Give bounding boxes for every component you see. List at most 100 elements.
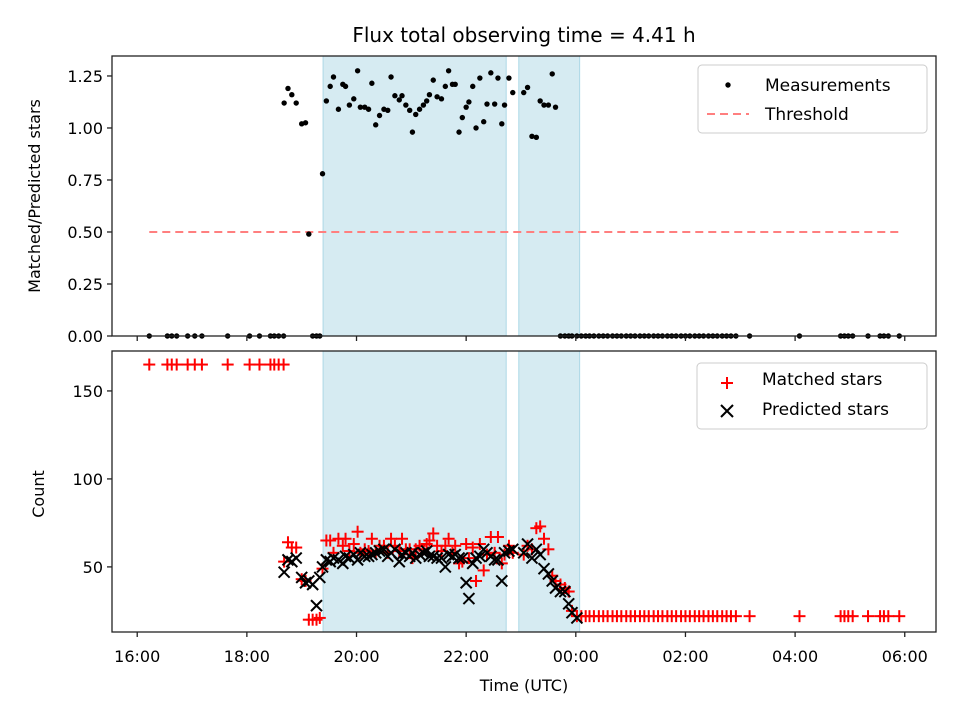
measurement-point (442, 83, 449, 90)
measurement-point (459, 114, 466, 121)
matched-star-point (277, 358, 290, 371)
predicted-star-point (502, 544, 516, 558)
measurement-point (545, 102, 552, 108)
measurement-point (354, 68, 361, 74)
predicted-star-point (320, 553, 333, 567)
measurement-point (484, 101, 490, 107)
measurement-point (357, 104, 364, 110)
y-tick-label: 100 (72, 470, 103, 489)
predicted-star-point (542, 567, 555, 581)
measurement-point (499, 121, 505, 127)
measurement-point (423, 98, 430, 104)
x-tick-label: 20:00 (333, 647, 379, 666)
measurement-point (403, 102, 409, 108)
legend-predicted-label: Predicted stars (762, 400, 889, 420)
predicted-star-point (456, 551, 469, 565)
matched-star-point (460, 538, 473, 551)
measurement-point (319, 171, 326, 177)
measurement-point (399, 93, 405, 99)
top-shaded-spans (322, 55, 581, 337)
matched-star-point (143, 358, 156, 371)
bottom-y-axis-label: Count (29, 470, 48, 518)
matched-star-point (253, 358, 266, 371)
matched-star-point (882, 610, 895, 623)
measurement-point (351, 96, 357, 102)
legend-matched-marker (721, 377, 733, 389)
measurement-point (438, 96, 445, 102)
predicted-star-point (506, 543, 519, 556)
predicted-star-point (462, 592, 476, 605)
matched-star-point (351, 525, 364, 538)
matched-star-point (729, 610, 742, 623)
predicted-star-point (435, 551, 448, 565)
x-tick-label: 16:00 (114, 647, 160, 666)
predicted-star-point (546, 574, 559, 588)
measurement-point (481, 119, 487, 125)
measurement-point (466, 99, 472, 105)
predicted-star-point (417, 546, 430, 560)
predicted-star-point (313, 571, 326, 584)
matched-star-point (862, 610, 875, 623)
measurement-point (409, 129, 416, 135)
matched-star-point (473, 538, 486, 551)
shaded-span-1 (518, 55, 581, 337)
measurement-point (327, 83, 333, 90)
predicted-star-point (459, 576, 473, 589)
matched-star-point (336, 539, 349, 552)
predicted-star-point (388, 543, 402, 556)
y-tick-label: 1.25 (67, 67, 103, 86)
predicted-star-point (517, 546, 530, 560)
y-tick-label: 150 (72, 382, 103, 401)
measurement-point (529, 133, 535, 139)
measurement-point (488, 70, 494, 76)
measurement-point (491, 101, 498, 107)
x-tick-label: 02:00 (662, 647, 708, 666)
matched-star-point (491, 530, 504, 543)
y-tick-label: 0.50 (67, 223, 103, 242)
legend-predicted-marker (720, 404, 734, 418)
bottom-axes-frame (111, 350, 937, 633)
predicted-star-point (558, 585, 572, 598)
y-tick-label: 0.75 (67, 171, 103, 190)
predicted-star-point (495, 574, 509, 588)
measurement-point (342, 83, 349, 90)
measurement-point (335, 106, 342, 112)
measurement-point (452, 81, 458, 87)
predicted-star-point (473, 550, 487, 563)
predicted-star-point (351, 553, 364, 567)
measurement-point (369, 80, 375, 86)
measurement-point (376, 112, 383, 119)
predicted-star-point (413, 548, 426, 561)
measurement-point (473, 125, 479, 131)
measurement-point (306, 231, 312, 237)
measurement-point (506, 75, 512, 81)
measurement-point (510, 89, 516, 96)
predicted-star-point (562, 597, 575, 611)
matched-star-point (470, 574, 483, 587)
y-tick-label: 0.00 (67, 327, 103, 346)
top-y-axis-label: Matched/Predicted stars (25, 99, 44, 293)
matched-star-point (477, 564, 490, 577)
predicted-star-point (530, 543, 543, 556)
measurement-point (549, 71, 555, 77)
measurement-point (293, 100, 299, 106)
matched-star-point (462, 552, 475, 565)
y-tick-label: 0.25 (67, 275, 103, 294)
predicted-star-point (358, 550, 371, 563)
measurement-point (434, 94, 440, 100)
matched-star-point (449, 539, 462, 552)
matched-star-point (538, 532, 551, 545)
predicted-star-point (316, 560, 329, 574)
top-panel: 0.00 0.25 0.50 0.75 1.00 1.25 Matched/Predict… (25, 55, 937, 346)
matched-star-point (290, 541, 303, 554)
measurement-point (416, 106, 423, 112)
legend-threshold-label: Threshold (764, 105, 849, 125)
bottom-shaded-spans (322, 350, 581, 633)
top-legend: Measurements Threshold (697, 64, 928, 134)
predicted-star-point (377, 543, 391, 556)
measurement-point (470, 83, 476, 90)
measurement-point (420, 102, 427, 108)
measurement-point (289, 91, 295, 98)
predicted-star-point (525, 551, 539, 565)
x-axis-label: Time (UTC) (479, 676, 568, 695)
